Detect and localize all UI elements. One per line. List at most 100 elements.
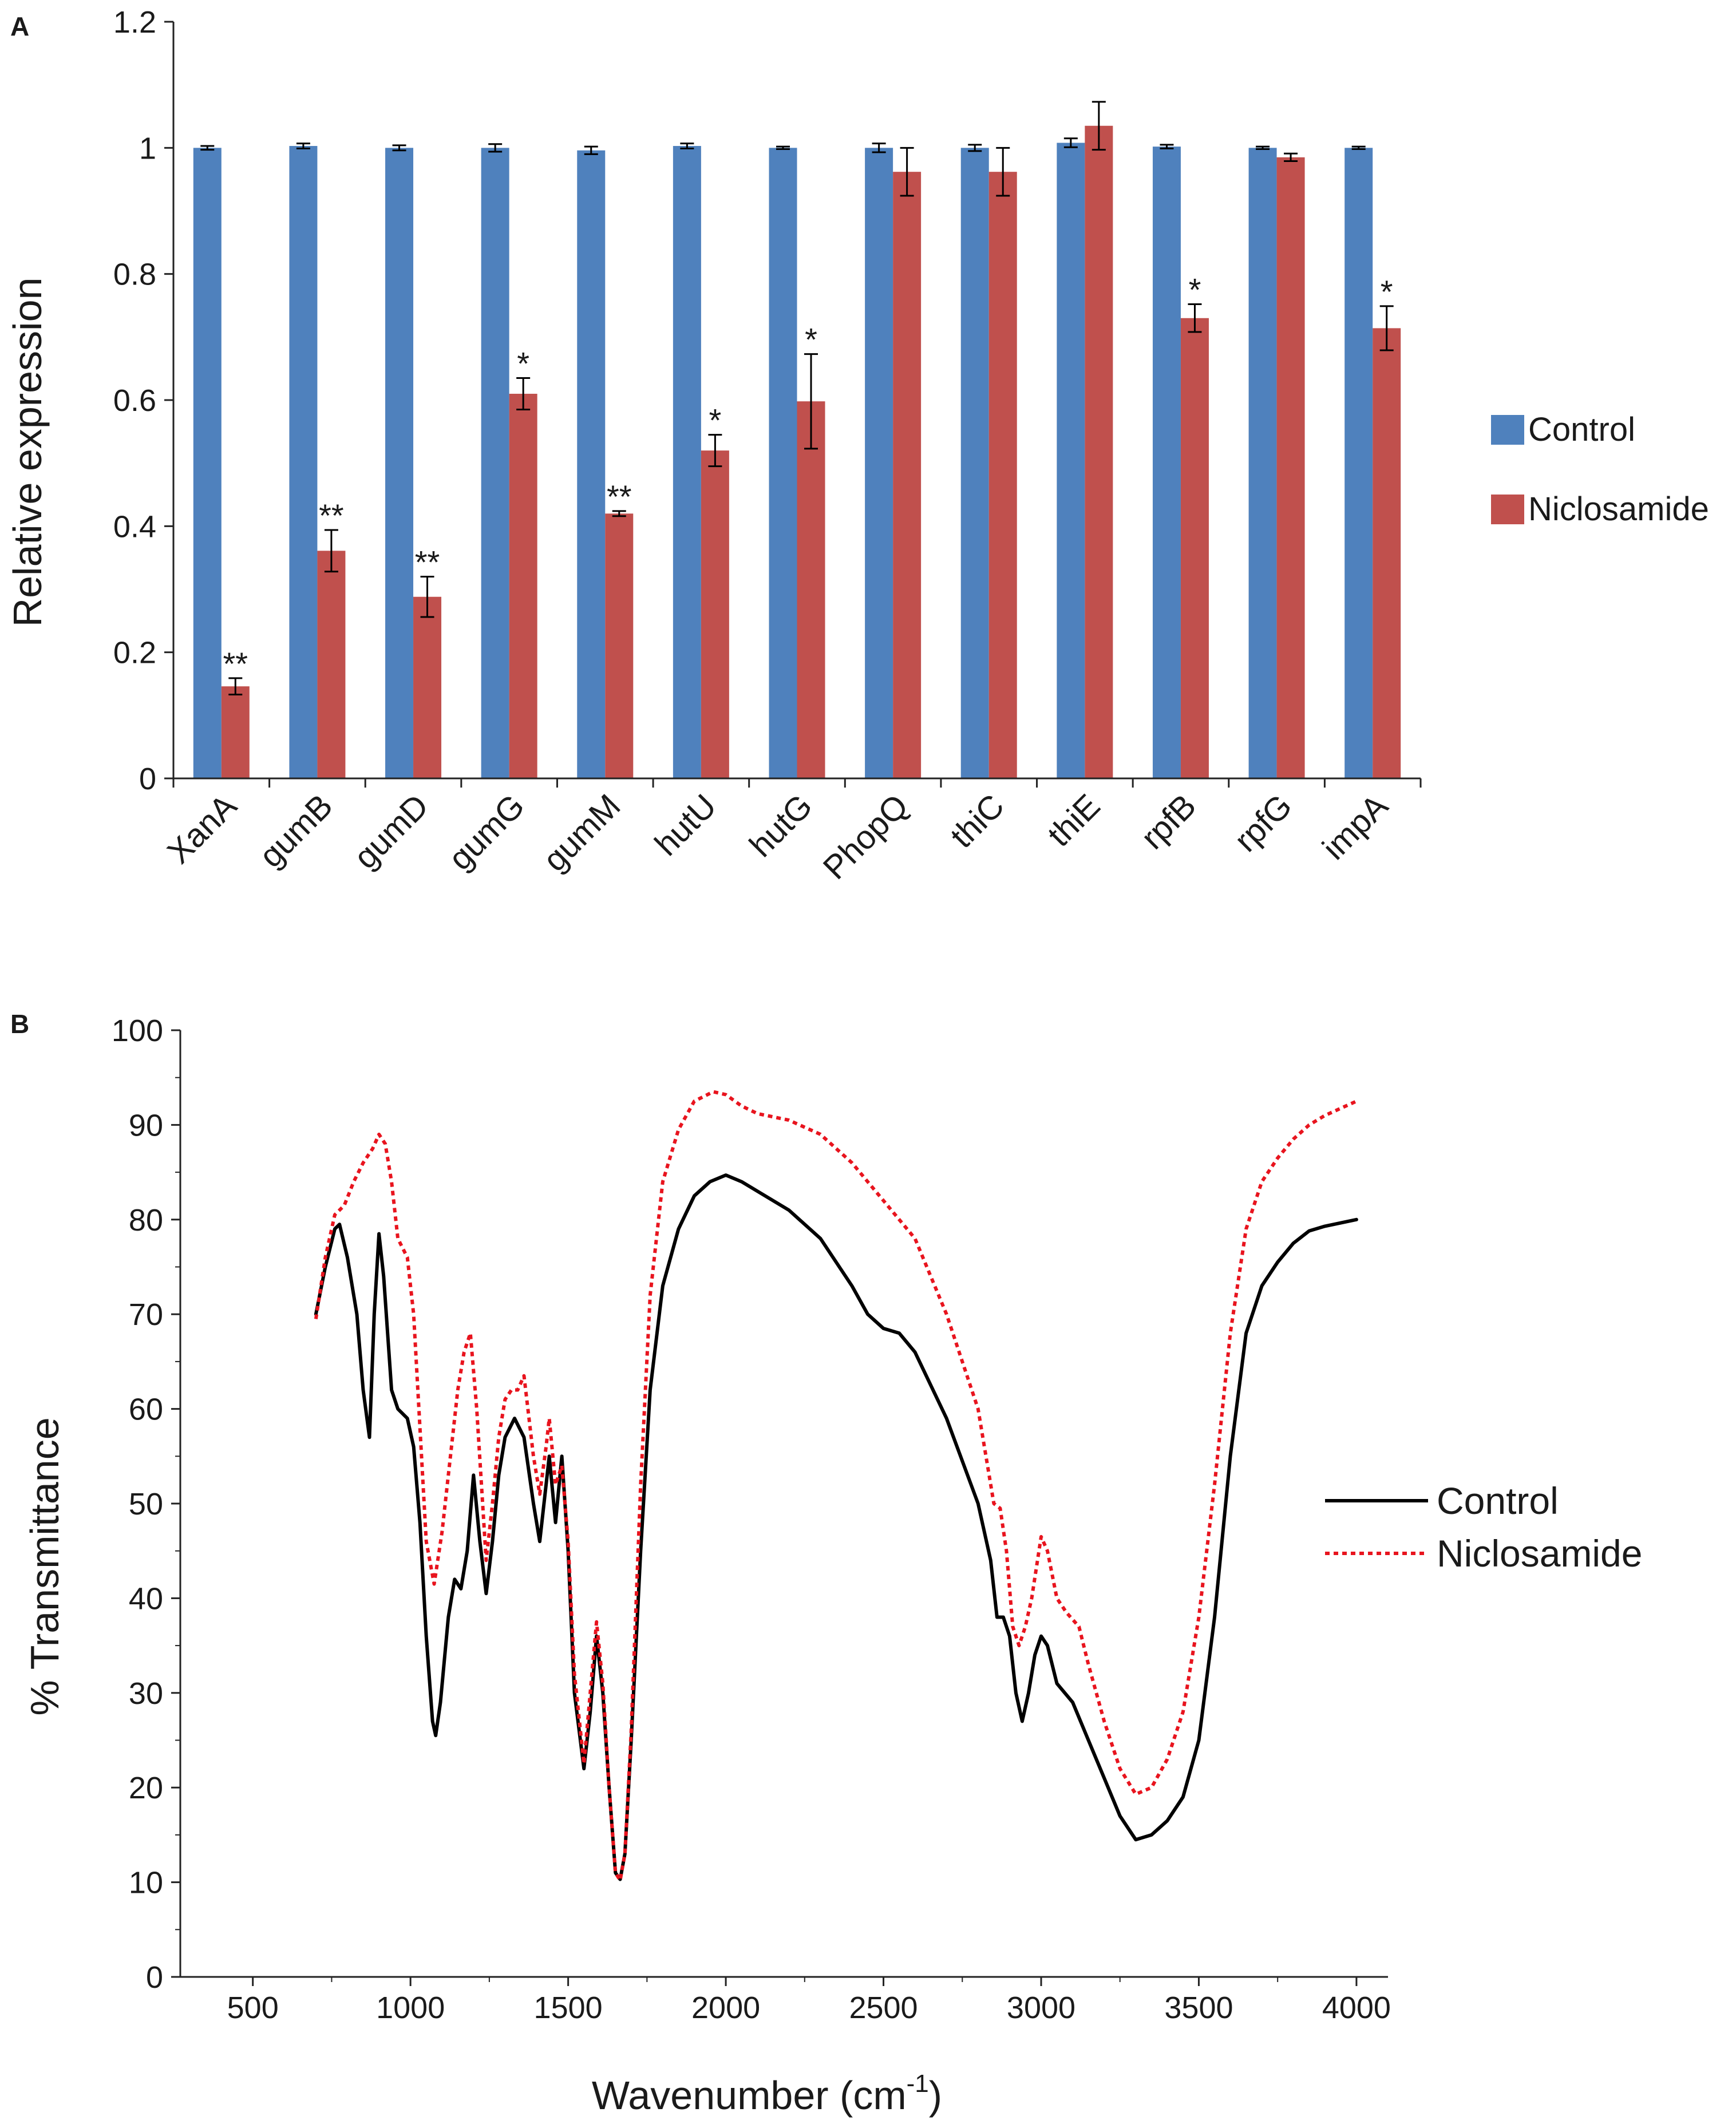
y-tick-label: 30: [129, 1676, 163, 1711]
significance-marker-rpfB: *: [1189, 272, 1201, 308]
category-label-gumM: gumM: [536, 787, 628, 879]
bar-niclosamide-thiC: [988, 172, 1017, 778]
bar-niclosamide-gumG: [509, 393, 537, 778]
y-tick-label: 20: [129, 1771, 163, 1805]
bar-niclosamide-rpfB: [1180, 318, 1209, 778]
panel-b-series-lines: [314, 1090, 1358, 1882]
panel-b-x-tick-labels: 500 1000 1500 2000 2500 3000 3500 4000: [227, 1991, 1391, 2025]
legend-swatch-control: [1491, 415, 1524, 445]
y-tick-label: 10: [129, 1866, 163, 1900]
panel-a-bars: ************ *: [193, 101, 1401, 779]
panel-b-y-axis-title: % Transmittance: [22, 1417, 67, 1715]
category-label-thiE: thiE: [1041, 787, 1108, 854]
significance-marker-gumG: *: [517, 345, 529, 381]
x-tick-label: 4000: [1322, 1991, 1391, 2025]
significance-marker-impA: *: [1381, 274, 1393, 310]
bar-control-gumD: [385, 148, 414, 778]
bar-control-hutU: [673, 146, 701, 779]
category-label-gumD: gumD: [347, 787, 436, 876]
x-tick-label: 2500: [849, 1991, 918, 2025]
legend-label-control: Control: [1528, 411, 1635, 448]
x-tick-label: 3500: [1164, 1991, 1233, 2025]
significance-marker-hutG: *: [805, 322, 817, 358]
series-line-niclosamide: [314, 1090, 1358, 1882]
y-tick-label: 0: [139, 762, 156, 796]
y-tick-label: 0: [146, 1960, 163, 1995]
x-tick-label: 2000: [691, 1991, 760, 2025]
y-tick-label: 40: [129, 1581, 163, 1616]
bar-niclosamide-hutG: [797, 401, 825, 778]
panel-b-axes: [171, 1029, 1388, 1986]
panel-a-axes: [164, 21, 1422, 788]
y-tick-label: 1: [139, 131, 156, 165]
significance-marker-hutU: *: [709, 402, 721, 438]
bar-control-gumG: [481, 148, 509, 778]
series-line-control: [314, 1173, 1358, 1881]
bar-niclosamide-rpfG: [1276, 157, 1305, 778]
bar-niclosamide-gumM: [605, 513, 634, 778]
y-tick-label: 60: [129, 1393, 163, 1427]
bar-control-thiC: [960, 148, 989, 778]
category-label-XanA: XanA: [160, 787, 244, 871]
x-tick-label: 1500: [534, 1991, 603, 2025]
bar-niclosamide-XanA: [221, 686, 250, 778]
bar-niclosamide-gumD: [413, 596, 442, 778]
panel-b-label: B: [10, 1009, 29, 1039]
legend-b-label-niclosamide: Niclosamide: [1437, 1532, 1642, 1575]
bar-control-thiE: [1057, 143, 1085, 778]
bar-niclosamide-impA: [1373, 328, 1401, 778]
category-label-gumG: gumG: [441, 787, 532, 877]
bar-control-rpfG: [1248, 148, 1277, 778]
significance-marker-XanA: **: [223, 646, 248, 682]
y-tick-label: 0.4: [113, 509, 156, 544]
legend-label-niclosamide: Niclosamide: [1528, 491, 1709, 528]
bar-niclosamide-gumB: [317, 551, 346, 778]
category-label-hutG: hutG: [742, 787, 820, 864]
bar-control-PhopQ: [865, 148, 893, 778]
x-tick-label: 500: [227, 1991, 279, 2025]
category-label-hutU: hutU: [647, 787, 723, 863]
category-label-gumB: gumB: [252, 787, 340, 875]
y-tick-label: 90: [129, 1108, 163, 1142]
legend-swatch-niclosamide: [1491, 495, 1524, 524]
panel-a-legend: Control Niclosamide: [1491, 411, 1709, 528]
y-tick-label: 0.8: [113, 258, 156, 292]
category-label-rpfB: rpfB: [1134, 787, 1203, 856]
panel-a-label: A: [10, 11, 29, 41]
bar-control-rpfB: [1152, 147, 1181, 778]
bar-control-gumB: [289, 146, 318, 779]
y-tick-label: 50: [129, 1487, 163, 1521]
panel-b-legend: Control Niclosamide: [1325, 1480, 1642, 1575]
bar-control-gumM: [577, 150, 606, 778]
y-tick-label: 0.6: [113, 383, 156, 418]
bar-control-XanA: [193, 148, 222, 778]
panel-a-y-tick-labels: 0 0.2 0.4 0.6 0.8 1 1.2: [113, 5, 156, 796]
bar-control-impA: [1344, 148, 1373, 778]
bar-niclosamide-PhopQ: [893, 172, 922, 778]
category-label-rpfG: rpfG: [1227, 787, 1299, 859]
y-tick-label: 80: [129, 1203, 163, 1237]
bar-niclosamide-hutU: [701, 450, 729, 778]
x-tick-label: 3000: [1007, 1991, 1075, 2025]
y-tick-label: 70: [129, 1298, 163, 1332]
category-label-impA: impA: [1315, 787, 1395, 867]
significance-marker-gumD: **: [415, 544, 440, 580]
panel-b-line-chart: B 0 10 20 30 40 50 60 70 80 90 100 500 1000 1500 2000…: [10, 1009, 1642, 2118]
panel-b-x-axis-title: Wavenumber (cm-1): [592, 2070, 942, 2118]
y-tick-label: 100: [112, 1014, 163, 1048]
x-tick-label: 1000: [376, 1991, 445, 2025]
category-label-PhopQ: PhopQ: [816, 787, 916, 887]
significance-marker-gumB: **: [319, 497, 344, 533]
bar-niclosamide-thiE: [1085, 125, 1113, 778]
category-label-thiC: thiC: [943, 787, 1011, 855]
bar-control-hutG: [769, 148, 797, 778]
y-tick-label: 1.2: [113, 5, 156, 39]
significance-marker-gumM: **: [607, 478, 632, 515]
y-tick-label: 0.2: [113, 636, 156, 670]
panel-b-y-tick-labels: 0 10 20 30 40 50 60 70 80 90 100: [112, 1014, 163, 1995]
panel-a-bar-chart: A ************ * 00.20.40.60.811.2 XanA gu…: [5, 5, 1709, 887]
legend-b-label-control: Control: [1437, 1480, 1559, 1522]
panel-a-y-axis-title: Relative expression: [5, 278, 50, 627]
